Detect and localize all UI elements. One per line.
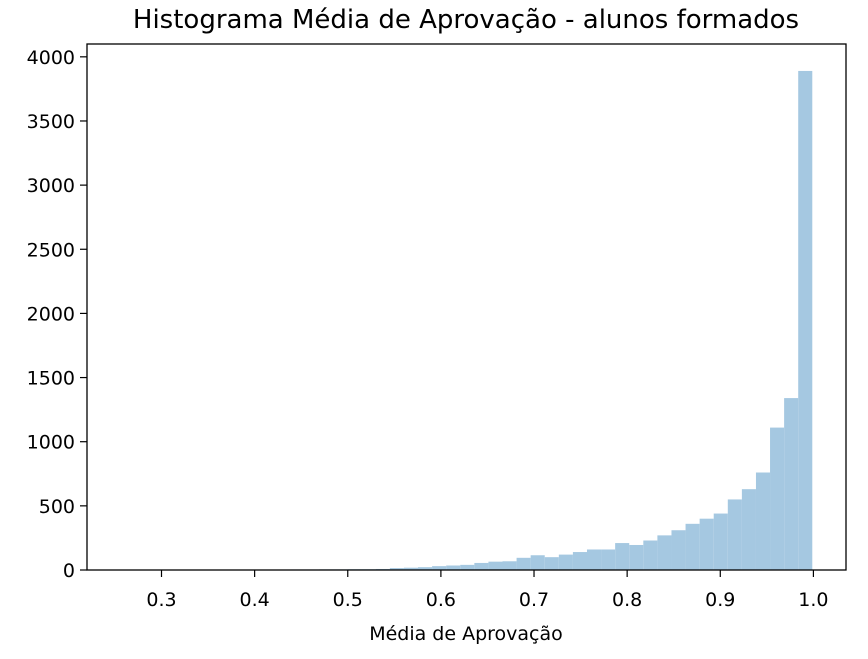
histogram-bar — [530, 555, 545, 570]
histogram-bar — [488, 561, 503, 570]
histogram-bar — [572, 552, 587, 570]
histogram-bar — [671, 530, 686, 570]
y-tick-label: 2500 — [27, 239, 75, 261]
histogram-bar — [544, 557, 559, 570]
x-tick-label: 0.8 — [612, 589, 642, 611]
chart-title: Histograma Média de Aprovação - alunos f… — [133, 5, 799, 35]
y-axis: 0 500 1000 1500 2000 2500 3000 3500 4000 — [27, 47, 87, 582]
histogram-bar — [755, 472, 771, 570]
histogram-bar — [784, 398, 799, 570]
histogram-bar — [643, 540, 658, 570]
y-tick-label: 3500 — [27, 111, 75, 133]
histogram-bar — [432, 566, 447, 570]
bars-layer — [108, 70, 813, 570]
histogram-bar — [586, 549, 602, 570]
histogram-bar — [558, 554, 573, 570]
histogram-bar — [418, 567, 433, 570]
histogram-bar — [727, 499, 742, 570]
histogram-bar — [502, 561, 517, 570]
histogram-bar — [389, 568, 404, 570]
histogram-bar — [516, 557, 531, 570]
histogram-bar — [446, 565, 461, 570]
histogram-bar — [615, 543, 630, 570]
x-axis: 0.3 0.4 0.5 0.6 0.7 0.8 0.9 1.0 — [146, 570, 829, 611]
histogram-bar — [741, 489, 756, 570]
y-tick-label: 1000 — [27, 432, 75, 454]
y-tick-label: 0 — [63, 560, 75, 582]
y-tick-label: 4000 — [27, 47, 75, 69]
histogram-bar — [629, 544, 644, 570]
histogram-bar — [770, 427, 785, 570]
x-axis-label: Média de Aprovação — [369, 623, 563, 645]
y-tick-label: 1500 — [27, 368, 75, 390]
x-tick-label: 0.4 — [240, 589, 270, 611]
y-tick-label: 3000 — [27, 175, 75, 197]
x-tick-label: 0.3 — [146, 589, 176, 611]
histogram-bar — [699, 518, 714, 570]
histogram-bar — [685, 523, 700, 570]
y-tick-label: 2000 — [27, 303, 75, 325]
plot-frame — [86, 43, 847, 571]
x-tick-label: 0.5 — [333, 589, 363, 611]
histogram-bar — [713, 513, 728, 570]
y-tick-label: 500 — [39, 496, 75, 518]
histogram-bar — [403, 567, 419, 570]
histogram-bar — [601, 549, 616, 570]
x-tick-label: 0.7 — [519, 589, 549, 611]
x-tick-label: 0.6 — [426, 589, 456, 611]
histogram-bar — [798, 70, 813, 570]
x-tick-label: 1.0 — [798, 589, 828, 611]
histogram-bar — [460, 564, 475, 570]
histogram-bar — [657, 535, 672, 570]
histogram-bar — [474, 562, 489, 570]
x-tick-label: 0.9 — [705, 589, 735, 611]
